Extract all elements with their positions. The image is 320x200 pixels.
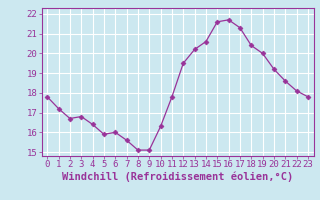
X-axis label: Windchill (Refroidissement éolien,°C): Windchill (Refroidissement éolien,°C)	[62, 172, 293, 182]
